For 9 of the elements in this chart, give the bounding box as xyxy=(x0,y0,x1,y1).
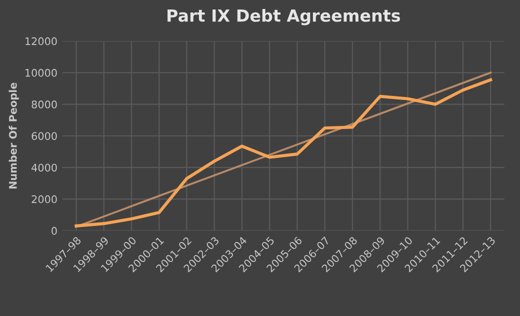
y-tick-label: 6000 xyxy=(32,132,57,140)
chart-title: Part IX Debt Agreements xyxy=(168,8,400,26)
y-tick-label: 4000 xyxy=(32,164,57,172)
y-tick-label: 12000 xyxy=(26,37,57,46)
y-tick-label: 10000 xyxy=(26,68,57,77)
y-tick-label: 2000 xyxy=(32,195,57,204)
y-axis-title: Number Of People xyxy=(8,82,19,189)
y-tick-label: 8000 xyxy=(32,100,57,108)
y-tick-label: 0 xyxy=(52,226,57,235)
